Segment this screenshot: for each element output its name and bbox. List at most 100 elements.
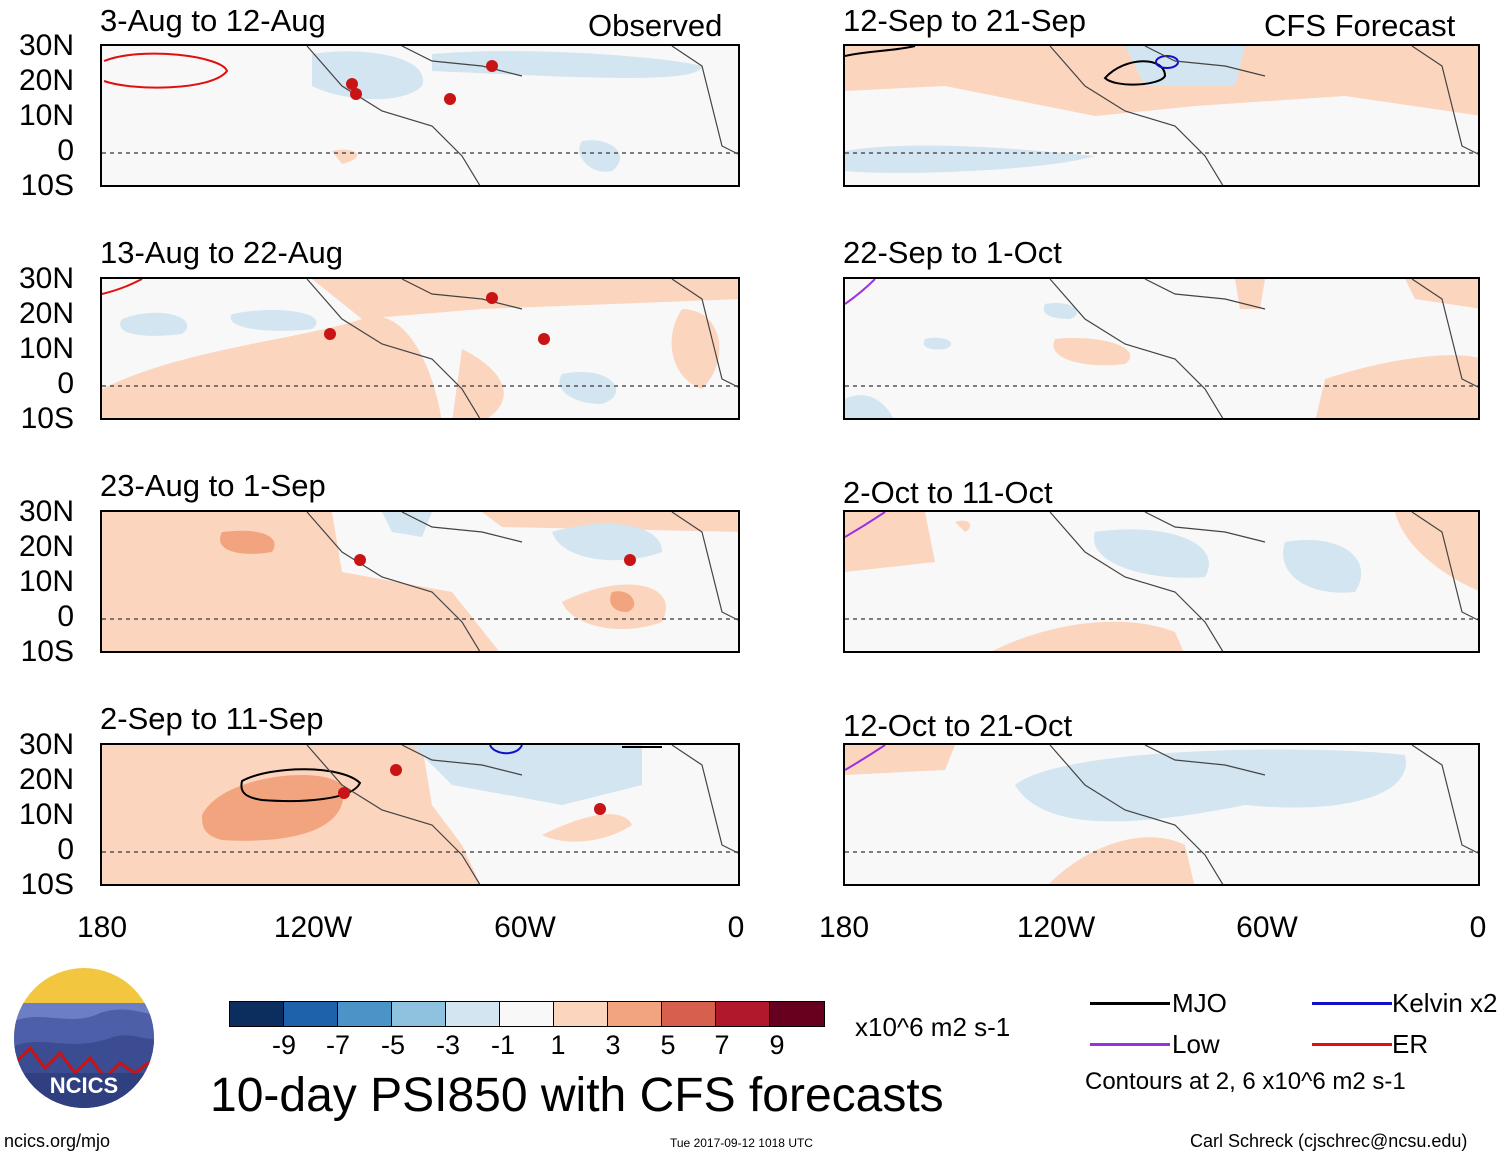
map-panel-8 bbox=[843, 743, 1480, 886]
lon-label: 180 bbox=[76, 911, 128, 944]
colorbar-tick: 9 bbox=[769, 1030, 785, 1060]
lon-label: 0 bbox=[1469, 911, 1487, 944]
storm-icon bbox=[444, 93, 456, 105]
map-canvas bbox=[102, 745, 738, 884]
storm-icon bbox=[350, 88, 362, 100]
colorbar-tick: -5 bbox=[380, 1030, 405, 1060]
lat-label: 10S bbox=[20, 868, 74, 901]
map-canvas bbox=[845, 512, 1478, 651]
colorbar-tick: -7 bbox=[325, 1030, 350, 1060]
storm-icon bbox=[324, 328, 336, 340]
colorbar-swatch bbox=[338, 1002, 392, 1026]
legend-label-low: Low bbox=[1172, 1029, 1220, 1059]
contour-note: Contours at 2, 6 x10^6 m2 s-1 bbox=[1085, 1068, 1406, 1095]
map-panel-3 bbox=[100, 510, 740, 653]
lat-label: 10S bbox=[20, 635, 74, 668]
colorbar-tick: 1 bbox=[550, 1030, 566, 1060]
legend-label-mjo: MJO bbox=[1172, 988, 1227, 1018]
lat-label: 30N bbox=[18, 728, 74, 761]
storm-icon bbox=[390, 764, 402, 776]
lon-label: 0 bbox=[727, 911, 745, 944]
panel-title-4: 2-Sep to 11-Sep bbox=[100, 701, 324, 736]
colorbar-swatch bbox=[770, 1002, 824, 1026]
lat-label: 0 bbox=[57, 367, 74, 400]
observed-label: Observed bbox=[588, 8, 723, 43]
colorbar-swatch bbox=[662, 1002, 716, 1026]
panel-title-7: 2-Oct to 11-Oct bbox=[843, 475, 1053, 510]
footer-timestamp: Tue 2017-09-12 1018 UTC bbox=[670, 1136, 813, 1150]
colorbar-swatch bbox=[284, 1002, 338, 1026]
lat-label: 20N bbox=[18, 763, 74, 796]
map-panel-5 bbox=[843, 44, 1480, 187]
lon-label: 180 bbox=[818, 911, 870, 944]
lon-label: 120W bbox=[273, 911, 353, 944]
map-canvas bbox=[845, 46, 1478, 185]
footer-author: Carl Schreck (cjschrec@ncsu.edu) bbox=[1190, 1131, 1468, 1151]
lat-label: 10N bbox=[18, 798, 74, 831]
map-canvas bbox=[102, 46, 738, 185]
lon-label: 120W bbox=[1016, 911, 1096, 944]
storm-icon bbox=[486, 292, 498, 304]
colorbar-tick: 5 bbox=[660, 1030, 676, 1060]
lat-label: 30N bbox=[18, 29, 74, 62]
storm-icon bbox=[354, 554, 366, 566]
map-canvas bbox=[845, 745, 1478, 884]
storm-icon bbox=[338, 787, 350, 799]
map-panel-6 bbox=[843, 277, 1480, 420]
lat-label: 30N bbox=[18, 495, 74, 528]
lat-label: 20N bbox=[18, 530, 74, 563]
panel-title-3: 23-Aug to 1-Sep bbox=[100, 468, 326, 503]
cfs-forecast-label: CFS Forecast bbox=[1264, 8, 1456, 43]
colorbar-tick: 7 bbox=[714, 1030, 730, 1060]
legend-label-er: ER bbox=[1392, 1029, 1429, 1059]
ncics-logo: NCICS bbox=[14, 968, 154, 1108]
lat-label: 10S bbox=[20, 169, 74, 202]
colorbar-tick: -9 bbox=[271, 1030, 296, 1060]
logo-text: NCICS bbox=[50, 1073, 118, 1098]
lat-label: 0 bbox=[57, 833, 74, 866]
colorbar-swatch bbox=[554, 1002, 608, 1026]
legend-swatch-low bbox=[1090, 1043, 1170, 1046]
colorbar-tick: 3 bbox=[605, 1030, 621, 1060]
lat-label: 20N bbox=[18, 297, 74, 330]
legend-swatch-er bbox=[1312, 1043, 1392, 1046]
storm-icon bbox=[538, 333, 550, 345]
lat-label: 10N bbox=[18, 99, 74, 132]
map-canvas bbox=[102, 512, 738, 651]
legend-swatch-kelvin bbox=[1312, 1002, 1392, 1005]
map-panel-2 bbox=[100, 277, 740, 420]
lat-label: 0 bbox=[57, 600, 74, 633]
colorbar-tick: -1 bbox=[490, 1030, 515, 1060]
lat-label: 30N bbox=[18, 262, 74, 295]
colorbar-swatch bbox=[500, 1002, 554, 1026]
footer-url: ncics.org/mjo bbox=[4, 1131, 111, 1151]
colorbar-tick: -3 bbox=[435, 1030, 460, 1060]
panel-title-2: 13-Aug to 22-Aug bbox=[100, 235, 344, 270]
legend-label-kelvin: Kelvin x2 bbox=[1392, 988, 1498, 1018]
colorbar-swatch bbox=[446, 1002, 500, 1026]
colorbar-swatch bbox=[608, 1002, 662, 1026]
storm-icon bbox=[346, 78, 358, 90]
colorbar-swatch bbox=[716, 1002, 770, 1026]
lat-label: 10N bbox=[18, 332, 74, 365]
legend-swatch-mjo bbox=[1090, 1002, 1170, 1005]
lat-label: 10S bbox=[20, 402, 74, 435]
panel-title-6: 22-Sep to 1-Oct bbox=[843, 235, 1062, 270]
colorbar-swatch bbox=[392, 1002, 446, 1026]
map-panel-7 bbox=[843, 510, 1480, 653]
panel-title-5: 12-Sep to 21-Sep bbox=[843, 3, 1087, 38]
storm-icon bbox=[624, 554, 636, 566]
map-panel-4 bbox=[100, 743, 740, 886]
map-canvas bbox=[102, 279, 738, 418]
lon-label: 60W bbox=[494, 911, 556, 944]
colorbar-units: x10^6 m2 s-1 bbox=[855, 1012, 1011, 1042]
storm-icon bbox=[594, 803, 606, 815]
colorbar-swatch bbox=[230, 1002, 284, 1026]
panel-title-1: 3-Aug to 12-Aug bbox=[100, 3, 326, 38]
lat-label: 0 bbox=[57, 134, 74, 167]
panel-title-8: 12-Oct to 21-Oct bbox=[843, 708, 1073, 743]
map-panel-1 bbox=[100, 44, 740, 187]
lat-label: 20N bbox=[18, 64, 74, 97]
storm-icon bbox=[486, 60, 498, 72]
colorbar bbox=[229, 1001, 825, 1027]
